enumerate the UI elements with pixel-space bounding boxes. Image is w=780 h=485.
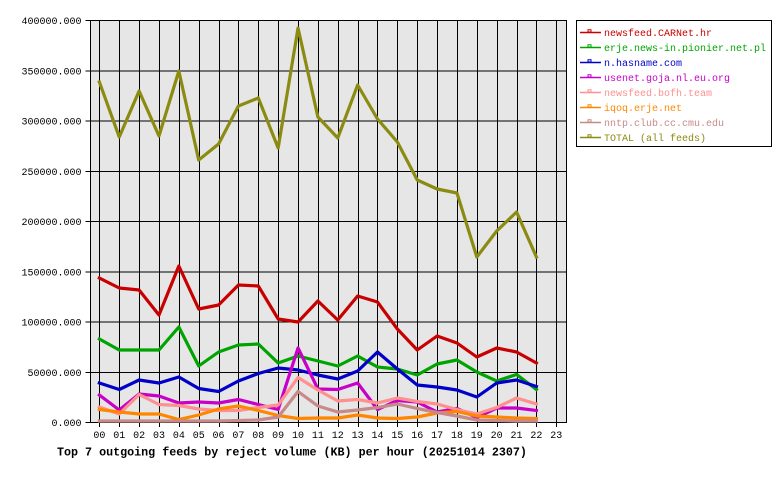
svg-text:usenet.goja.nl.eu.org: usenet.goja.nl.eu.org xyxy=(604,73,730,85)
svg-text:TOTAL (all feeds): TOTAL (all feeds) xyxy=(604,133,706,145)
svg-text:22: 22 xyxy=(530,431,542,442)
svg-text:150000.000: 150000.000 xyxy=(21,268,81,279)
svg-text:400000.000: 400000.000 xyxy=(21,17,81,28)
svg-text:08: 08 xyxy=(252,431,264,442)
svg-text:04: 04 xyxy=(173,431,185,442)
svg-text:250000.000: 250000.000 xyxy=(21,168,81,179)
svg-text:14: 14 xyxy=(371,431,383,442)
svg-text:Top 7 outgoing feeds by reject: Top 7 outgoing feeds by reject volume (K… xyxy=(57,446,527,460)
svg-text:00: 00 xyxy=(93,431,105,442)
svg-text:10: 10 xyxy=(292,431,304,442)
svg-text:16: 16 xyxy=(411,431,423,442)
svg-text:200000.000: 200000.000 xyxy=(21,218,81,229)
svg-text:n.hasname.com: n.hasname.com xyxy=(604,58,682,70)
svg-text:05: 05 xyxy=(193,431,205,442)
svg-text:02: 02 xyxy=(133,431,145,442)
svg-text:11: 11 xyxy=(312,431,324,442)
svg-text:23: 23 xyxy=(550,431,562,442)
svg-text:erje.news-in.pionier.net.pl: erje.news-in.pionier.net.pl xyxy=(604,43,766,55)
svg-text:19: 19 xyxy=(471,431,483,442)
svg-text:18: 18 xyxy=(451,431,463,442)
svg-text:iqoq.erje.net: iqoq.erje.net xyxy=(604,103,682,115)
svg-text:06: 06 xyxy=(213,431,225,442)
svg-text:13: 13 xyxy=(352,431,364,442)
svg-text:17: 17 xyxy=(431,431,443,442)
svg-text:100000.000: 100000.000 xyxy=(21,319,81,330)
svg-text:15: 15 xyxy=(391,431,403,442)
svg-text:21: 21 xyxy=(511,431,523,442)
svg-text:350000.000: 350000.000 xyxy=(21,67,81,78)
svg-text:20: 20 xyxy=(491,431,503,442)
svg-text:03: 03 xyxy=(153,431,165,442)
svg-text:300000.000: 300000.000 xyxy=(21,118,81,129)
svg-text:newsfeed.CARNet.hr: newsfeed.CARNet.hr xyxy=(604,28,712,40)
svg-text:12: 12 xyxy=(332,431,344,442)
svg-text:nntp.club.cc.cmu.edu: nntp.club.cc.cmu.edu xyxy=(604,118,724,130)
svg-text:0.000: 0.000 xyxy=(51,419,81,430)
svg-text:01: 01 xyxy=(113,431,125,442)
svg-text:50000.000: 50000.000 xyxy=(27,369,81,380)
svg-text:09: 09 xyxy=(272,431,284,442)
svg-text:newsfeed.bofh.team: newsfeed.bofh.team xyxy=(604,88,712,100)
svg-text:07: 07 xyxy=(232,431,244,442)
